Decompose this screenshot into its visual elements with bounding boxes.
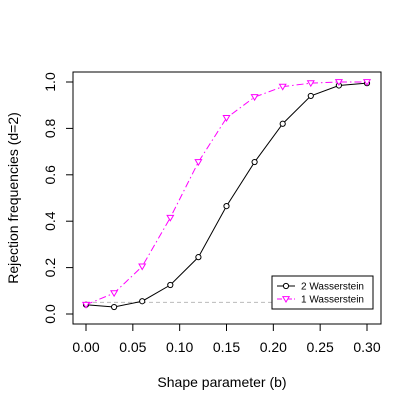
data-point	[139, 298, 146, 305]
data-point	[195, 254, 202, 261]
x-tick-label: 0.15	[213, 339, 240, 355]
data-point	[138, 263, 147, 271]
y-tick-label: 0.2	[42, 258, 58, 278]
data-point	[250, 94, 259, 102]
data-point	[166, 214, 175, 222]
y-tick-label: 1.0	[42, 72, 58, 92]
x-tick-label: 0.00	[72, 339, 99, 355]
legend-marker	[281, 296, 291, 304]
x-axis-title: Shape parameter (b)	[157, 374, 286, 390]
series-1	[82, 80, 371, 311]
data-point	[81, 301, 91, 309]
data-point	[222, 115, 231, 122]
data-point	[278, 83, 287, 91]
data-point	[334, 79, 343, 87]
y-axis-title: Rejection frequencies (d=2)	[5, 112, 21, 284]
y-tick-label: 0.6	[42, 165, 58, 185]
legend-label: 1 Wasserstein	[301, 295, 364, 306]
legend-box	[271, 275, 374, 310]
legend-marker	[282, 282, 290, 290]
data-point	[111, 303, 118, 311]
x-tick-label: 0.10	[166, 339, 193, 355]
x-tick-label: 0.05	[119, 339, 146, 355]
x-tick-label: 0.30	[353, 339, 380, 355]
series-2	[81, 79, 372, 309]
series-layer	[81, 79, 372, 311]
data-point	[279, 120, 286, 127]
x-axis: 0.00 0.05 0.10 0.15 0.20 0.25 0.30	[72, 323, 381, 355]
legend: 2 Wasserstein 1 Wasserstein	[271, 275, 374, 310]
data-point	[307, 92, 314, 100]
data-point	[251, 158, 258, 166]
y-tick-label: 0.8	[42, 118, 58, 138]
data-point	[110, 290, 119, 298]
x-tick-label: 0.25	[307, 339, 334, 355]
data-point	[167, 281, 174, 289]
data-point	[223, 203, 230, 210]
y-tick-label: 0.4	[42, 211, 58, 231]
x-tick-label: 0.20	[260, 339, 287, 355]
data-point	[194, 159, 203, 167]
data-point	[306, 80, 315, 88]
data-point	[362, 79, 372, 87]
legend-label: 2 Wasserstein	[301, 282, 364, 293]
y-tick-label: 0.0	[42, 304, 58, 324]
y-axis: 0.0 0.2 0.4 0.6 0.8 1.0	[42, 72, 73, 324]
